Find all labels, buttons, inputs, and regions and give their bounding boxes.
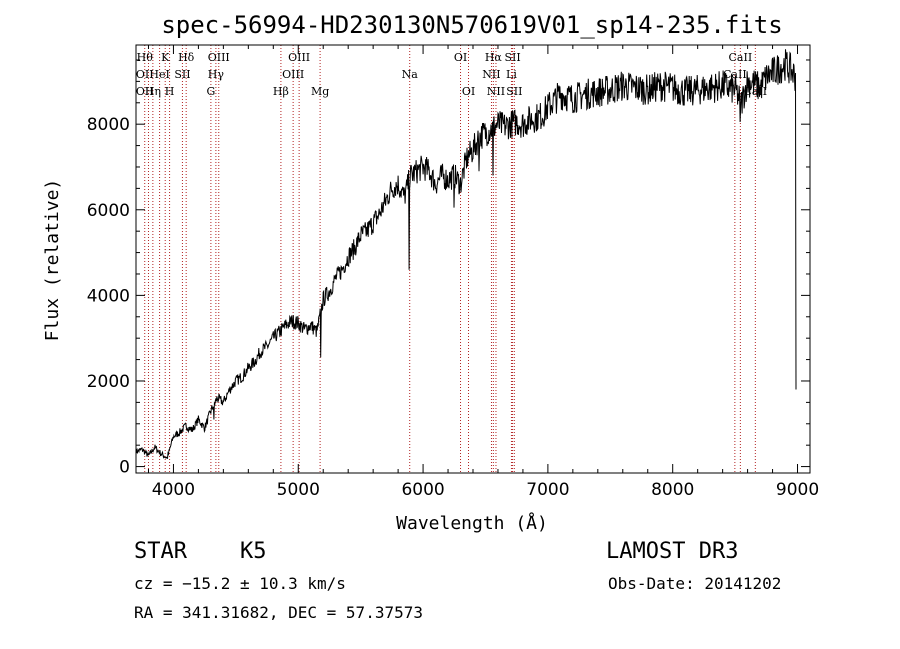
line-marker-label: CaII [743,85,767,98]
y-axis-label: Flux (relative) [42,179,63,342]
line-marker-label: SII [174,68,190,81]
observation-date: Obs-Date: 20141202 [608,574,782,593]
line-marker-label: OII [136,85,154,98]
coordinates: RA = 341.31682, DEC = 57.37573 [134,603,423,622]
line-marker-label: SII [504,51,520,64]
line-marker-group [144,45,756,473]
line-marker-label: NII [487,85,505,98]
line-marker-label: CaII [723,68,747,81]
line-marker-label: Hβ [273,85,289,98]
line-marker-label: G [206,85,215,98]
line-marker-label: Hγ [208,68,225,81]
y-tick-label: 2000 [87,372,130,392]
line-marker-label: CaII [729,51,753,64]
x-tick-label: 6000 [401,480,444,500]
line-marker-label: NII [482,68,500,81]
y-tick-label: 0 [119,458,130,478]
line-marker-label: H [165,85,175,98]
x-tick-label: 9000 [776,480,819,500]
y-tick-label: 8000 [87,115,130,135]
line-marker-label: Hη [145,85,161,98]
object-class: STAR [134,539,187,564]
x-tick-label: 8000 [651,480,694,500]
line-marker-label: OI [454,51,467,64]
chart-title: spec-56994-HD230130N570619V01_sp14-235.f… [161,11,782,39]
line-marker-label: Hα [485,51,503,64]
series-group [135,49,797,460]
y-tick-label: 4000 [87,286,130,306]
tick-group: 4000 5000 6000 7000 8000 9000 0 2000 4000 6000 800… [87,45,819,500]
spectral-subclass: K5 [240,539,267,564]
line-marker-label: OII [136,68,154,81]
redshift-value: cz = −15.2 ± 10.3 km/s [134,574,346,593]
line-marker-label: OIII [208,51,230,64]
marker-label-group: HθOIIOIIHηHeIKHSIIHδGHγOIIIHβOIIIOIIIMgN… [136,51,767,98]
line-marker-label: Na [402,68,419,81]
line-marker-label: Hδ [178,51,195,64]
line-marker-label: Mg [311,85,329,98]
survey-name: LAMOST DR3 [606,539,739,564]
x-tick-label: 5000 [277,480,320,500]
line-marker-label: HeI [149,68,169,81]
series-line [135,49,797,460]
x-axis-label: Wavelength (Å) [396,512,548,534]
line-marker-label: Hθ [137,51,154,64]
x-tick-label: 7000 [526,480,569,500]
line-marker-label: OIII [282,68,304,81]
line-marker-label: K [161,51,170,64]
line-marker-label: SII [506,85,522,98]
line-marker-label: OIII [288,51,310,64]
line-marker-label: Li [506,68,517,81]
y-tick-label: 6000 [87,201,130,221]
x-tick-label: 4000 [152,480,195,500]
line-marker-label: OI [462,85,475,98]
